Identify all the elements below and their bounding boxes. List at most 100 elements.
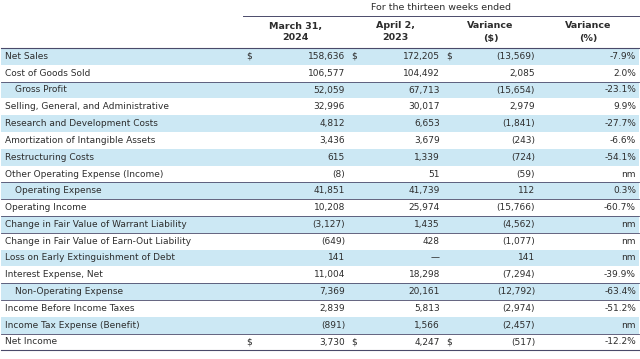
Text: Research and Development Costs: Research and Development Costs [5, 119, 158, 128]
Text: (%): (%) [579, 33, 598, 42]
Text: (2,974): (2,974) [502, 304, 535, 313]
Text: nm: nm [621, 169, 636, 178]
Text: Loss on Early Extinguishment of Debt: Loss on Early Extinguishment of Debt [5, 253, 175, 262]
Bar [1, 115, 639, 132]
Text: 3,436: 3,436 [319, 136, 345, 145]
Text: 3,730: 3,730 [319, 337, 345, 346]
Text: 2,085: 2,085 [509, 69, 535, 78]
Text: 41,851: 41,851 [314, 186, 345, 195]
Text: -63.4%: -63.4% [604, 287, 636, 296]
Text: Change in Fair Value of Earn-Out Liability: Change in Fair Value of Earn-Out Liabili… [5, 237, 191, 246]
Text: Variance: Variance [565, 22, 612, 31]
Text: 141: 141 [328, 253, 345, 262]
Text: -23.1%: -23.1% [604, 85, 636, 94]
Text: $: $ [446, 52, 452, 61]
Text: 1,566: 1,566 [414, 321, 440, 330]
Bar [1, 48, 639, 65]
Text: Income Before Income Taxes: Income Before Income Taxes [5, 304, 134, 313]
Text: (13,569): (13,569) [497, 52, 535, 61]
Text: (1,841): (1,841) [502, 119, 535, 128]
Text: 4,812: 4,812 [319, 119, 345, 128]
Text: Income Tax Expense (Benefit): Income Tax Expense (Benefit) [5, 321, 140, 330]
Text: Change in Fair Value of Warrant Liability: Change in Fair Value of Warrant Liabilit… [5, 220, 187, 229]
Text: -27.7%: -27.7% [604, 119, 636, 128]
Bar [1, 98, 639, 115]
Text: April 2,: April 2, [376, 22, 415, 31]
Text: 2,979: 2,979 [509, 102, 535, 111]
Text: $: $ [446, 337, 452, 346]
Bar [1, 182, 639, 199]
Text: 41,739: 41,739 [408, 186, 440, 195]
Text: 104,492: 104,492 [403, 69, 440, 78]
Text: Restructuring Costs: Restructuring Costs [5, 153, 94, 162]
Text: Operating Expense: Operating Expense [15, 186, 102, 195]
Text: -54.1%: -54.1% [604, 153, 636, 162]
Text: $: $ [246, 337, 252, 346]
Text: nm: nm [621, 220, 636, 229]
Text: $: $ [351, 337, 356, 346]
Text: (12,792): (12,792) [497, 287, 535, 296]
Text: (7,294): (7,294) [502, 270, 535, 279]
Bar [1, 300, 639, 317]
Text: (517): (517) [511, 337, 535, 346]
Text: Cost of Goods Sold: Cost of Goods Sold [5, 69, 90, 78]
Bar [1, 199, 639, 216]
Text: Operating Income: Operating Income [5, 203, 86, 212]
Text: (1,077): (1,077) [502, 237, 535, 246]
Text: 7,369: 7,369 [319, 287, 345, 296]
Text: 18,298: 18,298 [408, 270, 440, 279]
Text: Gross Profit: Gross Profit [15, 85, 67, 94]
Bar [1, 317, 639, 334]
Bar [1, 283, 639, 300]
Text: 106,577: 106,577 [308, 69, 345, 78]
Text: (243): (243) [511, 136, 535, 145]
Text: 0.3%: 0.3% [613, 186, 636, 195]
Text: nm: nm [621, 237, 636, 246]
Text: -39.9%: -39.9% [604, 270, 636, 279]
Text: 67,713: 67,713 [408, 85, 440, 94]
Text: Net Sales: Net Sales [5, 52, 48, 61]
Text: (3,127): (3,127) [312, 220, 345, 229]
Text: 141: 141 [518, 253, 535, 262]
Bar [1, 81, 639, 98]
Text: 11,004: 11,004 [314, 270, 345, 279]
Text: 428: 428 [423, 237, 440, 246]
Text: Net Income: Net Income [5, 337, 57, 346]
Text: (59): (59) [516, 169, 535, 178]
Text: (724): (724) [511, 153, 535, 162]
Bar [1, 149, 639, 165]
Text: -6.6%: -6.6% [610, 136, 636, 145]
Text: 9.9%: 9.9% [613, 102, 636, 111]
Text: Amortization of Intangible Assets: Amortization of Intangible Assets [5, 136, 156, 145]
Text: Variance: Variance [467, 22, 514, 31]
Bar [1, 334, 639, 350]
Text: (4,562): (4,562) [502, 220, 535, 229]
Bar [1, 216, 639, 233]
Text: 2.0%: 2.0% [613, 69, 636, 78]
Text: -51.2%: -51.2% [604, 304, 636, 313]
Text: 2,839: 2,839 [319, 304, 345, 313]
Bar [1, 233, 639, 250]
Text: (649): (649) [321, 237, 345, 246]
Text: 3,679: 3,679 [414, 136, 440, 145]
Text: 615: 615 [328, 153, 345, 162]
Text: 2023: 2023 [382, 33, 408, 42]
Text: -7.9%: -7.9% [610, 52, 636, 61]
Text: -12.2%: -12.2% [604, 337, 636, 346]
Bar [1, 266, 639, 283]
Bar [1, 165, 639, 182]
Text: 2024: 2024 [282, 33, 308, 42]
Text: (2,457): (2,457) [502, 321, 535, 330]
Text: —: — [431, 253, 440, 262]
Text: 6,653: 6,653 [414, 119, 440, 128]
Text: 30,017: 30,017 [408, 102, 440, 111]
Text: 158,636: 158,636 [308, 52, 345, 61]
Text: March 31,: March 31, [269, 22, 322, 31]
Text: For the thirteen weeks ended: For the thirteen weeks ended [371, 4, 511, 13]
Text: 52,059: 52,059 [314, 85, 345, 94]
Bar [1, 250, 639, 266]
Text: (891): (891) [321, 321, 345, 330]
Text: 32,996: 32,996 [314, 102, 345, 111]
Text: 1,435: 1,435 [414, 220, 440, 229]
Text: Other Operating Expense (Income): Other Operating Expense (Income) [5, 169, 163, 178]
